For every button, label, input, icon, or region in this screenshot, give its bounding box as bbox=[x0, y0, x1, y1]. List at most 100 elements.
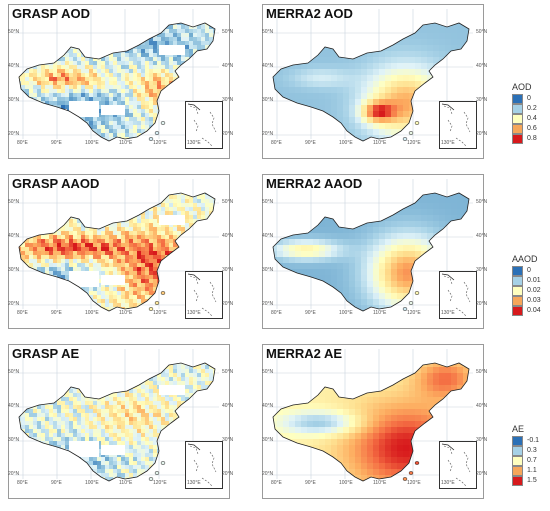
island bbox=[148, 477, 154, 481]
country-outline bbox=[272, 192, 470, 312]
panel-title: GRASP AAOD bbox=[12, 176, 100, 191]
legend-label: 1.5 bbox=[527, 477, 537, 484]
island bbox=[408, 471, 414, 475]
legend-swatch bbox=[512, 436, 523, 446]
country-outline bbox=[272, 362, 470, 482]
legend-swatch bbox=[512, 94, 523, 104]
latitude-label-left: 50°N bbox=[8, 369, 20, 375]
map-canvas bbox=[13, 9, 219, 142]
longitude-label: 110°E bbox=[119, 480, 133, 486]
latitude-label-left: 40°N bbox=[8, 403, 20, 409]
legend-label: 0.8 bbox=[527, 135, 537, 142]
legend-title: AAOD bbox=[512, 254, 538, 264]
inset-map bbox=[441, 103, 471, 147]
country-outline bbox=[18, 362, 216, 482]
legend-swatch bbox=[512, 456, 523, 466]
latitude-label-right: 40°N bbox=[222, 403, 234, 409]
map-panel-merra2-ae: MERRA2 AE 80°E 90°E 100°E 110°E 120°E 130°E 50… bbox=[262, 344, 488, 499]
legend-label: 0 bbox=[527, 267, 531, 274]
longitude-label: 120°E bbox=[407, 140, 421, 146]
latitude-label-right: 30°N bbox=[476, 97, 488, 103]
map-canvas bbox=[13, 349, 219, 482]
map-frame bbox=[262, 4, 484, 159]
map-canvas bbox=[267, 349, 473, 482]
island bbox=[414, 291, 420, 295]
map-panel-merra2-aaod: MERRA2 AAOD 80°E 90°E 100°E 110°E 120°E 130°E… bbox=[262, 174, 488, 329]
map-frame bbox=[262, 344, 484, 499]
longitude-label: 100°E bbox=[85, 140, 99, 146]
latitude-label-right: 50°N bbox=[476, 369, 488, 375]
longitude-label: 80°E bbox=[271, 480, 282, 486]
longitude-label: 110°E bbox=[373, 480, 387, 486]
legend-title: AE bbox=[512, 424, 525, 434]
island bbox=[402, 477, 408, 481]
latitude-label-left: 20°N bbox=[262, 301, 274, 307]
south-china-sea-inset bbox=[185, 101, 223, 149]
map-frame bbox=[8, 344, 230, 499]
island bbox=[402, 137, 408, 141]
longitude-label: 110°E bbox=[373, 310, 387, 316]
latitude-label-left: 30°N bbox=[8, 437, 20, 443]
latitude-label-right: 50°N bbox=[476, 199, 488, 205]
latitude-label-left: 30°N bbox=[8, 267, 20, 273]
south-china-sea-inset bbox=[439, 271, 477, 319]
latitude-label-right: 20°N bbox=[476, 131, 488, 137]
latitude-label-right: 50°N bbox=[222, 199, 234, 205]
longitude-label: 120°E bbox=[153, 140, 167, 146]
latitude-label-right: 20°N bbox=[222, 131, 234, 137]
panel-title: GRASP AOD bbox=[12, 6, 91, 21]
longitude-label: 110°E bbox=[119, 140, 133, 146]
latitude-label-left: 40°N bbox=[262, 63, 274, 69]
latitude-label-right: 40°N bbox=[222, 63, 234, 69]
latitude-label-right: 40°N bbox=[476, 233, 488, 239]
longitude-label: 90°E bbox=[51, 310, 62, 316]
longitude-label: 80°E bbox=[17, 480, 28, 486]
latitude-label-left: 50°N bbox=[262, 29, 274, 35]
latitude-label-right: 30°N bbox=[476, 267, 488, 273]
longitude-label: 130°E bbox=[187, 480, 201, 486]
longitude-label: 120°E bbox=[153, 480, 167, 486]
latitude-label-right: 20°N bbox=[476, 301, 488, 307]
latitude-label-left: 50°N bbox=[262, 199, 274, 205]
island bbox=[148, 307, 154, 311]
longitude-label: 130°E bbox=[187, 310, 201, 316]
south-china-sea-inset bbox=[185, 271, 223, 319]
latitude-label-right: 50°N bbox=[476, 29, 488, 35]
longitude-label: 100°E bbox=[85, 310, 99, 316]
legend-swatch bbox=[512, 114, 523, 124]
latitude-label-left: 20°N bbox=[8, 131, 20, 137]
latitude-label-left: 50°N bbox=[8, 199, 20, 205]
longitude-label: 90°E bbox=[51, 480, 62, 486]
latitude-label-left: 20°N bbox=[8, 301, 20, 307]
longitude-label: 120°E bbox=[153, 310, 167, 316]
country-outline bbox=[18, 192, 216, 312]
longitude-label: 80°E bbox=[17, 310, 28, 316]
legend-swatch bbox=[512, 446, 523, 456]
longitude-label: 90°E bbox=[51, 140, 62, 146]
longitude-label: 130°E bbox=[441, 480, 455, 486]
legend-label: 0.2 bbox=[527, 105, 537, 112]
legend-label: 0 bbox=[527, 95, 531, 102]
island bbox=[408, 131, 414, 135]
inset-map bbox=[187, 273, 217, 317]
latitude-label-right: 50°N bbox=[222, 29, 234, 35]
legend-swatch bbox=[512, 306, 523, 316]
longitude-label: 100°E bbox=[85, 480, 99, 486]
latitude-label-right: 20°N bbox=[222, 471, 234, 477]
legend-label: 0.3 bbox=[527, 447, 537, 454]
island bbox=[414, 121, 420, 125]
longitude-label: 120°E bbox=[407, 310, 421, 316]
map-panel-grasp-ae: GRASP AE 80°E 90°E 100°E 110°E 120°E 130°E 50°… bbox=[8, 344, 234, 499]
legend-aaod: AAOD 0 0.01 0.02 0.03 0.04 bbox=[512, 254, 548, 318]
island bbox=[154, 471, 160, 475]
latitude-label-left: 50°N bbox=[262, 369, 274, 375]
longitude-label: 110°E bbox=[373, 140, 387, 146]
latitude-label-left: 40°N bbox=[262, 233, 274, 239]
legend-swatch bbox=[512, 286, 523, 296]
island bbox=[148, 137, 154, 141]
legend-title: AOD bbox=[512, 82, 532, 92]
panel-title: GRASP AE bbox=[12, 346, 80, 361]
map-canvas bbox=[267, 179, 473, 312]
legend-swatch bbox=[512, 476, 523, 486]
latitude-label-left: 30°N bbox=[262, 267, 274, 273]
